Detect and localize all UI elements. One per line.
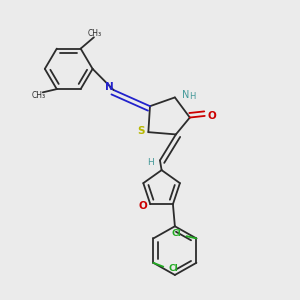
Text: O: O — [207, 111, 216, 121]
Text: CH₃: CH₃ — [32, 91, 46, 100]
Text: N: N — [182, 90, 189, 100]
Text: H: H — [190, 92, 196, 101]
Text: H: H — [147, 158, 153, 166]
Text: O: O — [139, 201, 147, 211]
Text: N: N — [105, 82, 114, 92]
Text: CH₃: CH₃ — [88, 29, 102, 38]
Text: Cl: Cl — [168, 265, 178, 274]
Text: S: S — [137, 126, 145, 136]
Text: Cl: Cl — [172, 230, 182, 238]
